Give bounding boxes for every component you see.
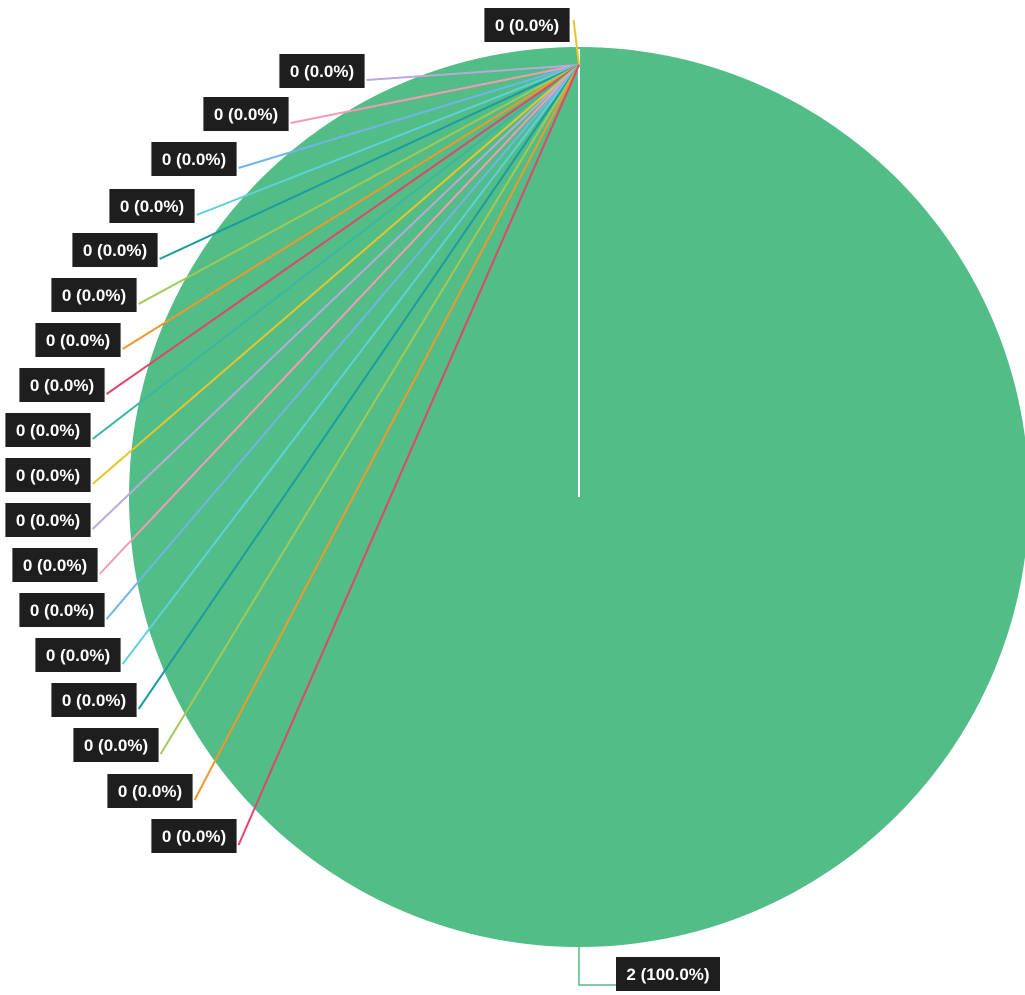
data-label-text: 2 (100.0%) (626, 965, 709, 984)
leader-line (121, 64, 580, 665)
data-label: 0 (0.0%) (51, 278, 137, 312)
data-label: 0 (0.0%) (5, 503, 91, 537)
data-label-text: 0 (0.0%) (162, 827, 226, 846)
leader-lines (91, 19, 616, 986)
data-label-background (616, 957, 720, 991)
data-label-text: 0 (0.0%) (62, 286, 126, 305)
data-label-text: 0 (0.0%) (62, 691, 126, 710)
data-label-background (484, 8, 570, 42)
data-label: 0 (0.0%) (151, 819, 237, 853)
data-label-background (19, 593, 105, 627)
data-label-text: 0 (0.0%) (16, 421, 80, 440)
data-label: 0 (0.0%) (72, 233, 158, 267)
data-label: 0 (0.0%) (107, 774, 193, 808)
data-label: 0 (0.0%) (279, 54, 365, 88)
leader-line (572, 19, 580, 66)
data-label-background (51, 683, 137, 717)
data-label-text: 0 (0.0%) (120, 197, 184, 216)
data-label-text: 0 (0.0%) (118, 782, 182, 801)
data-label-background (151, 142, 237, 176)
data-label-text: 0 (0.0%) (162, 150, 226, 169)
leader-line (105, 64, 580, 620)
leader-line (578, 945, 616, 986)
data-label: 2 (100.0%) (616, 957, 720, 991)
leader-line (159, 64, 580, 260)
data-label-background (19, 368, 105, 402)
data-label-text: 0 (0.0%) (30, 601, 94, 620)
leader-line (137, 64, 580, 710)
data-label-background (72, 233, 158, 267)
data-label: 0 (0.0%) (5, 458, 91, 492)
data-label-background (5, 503, 91, 537)
pie-slices (129, 47, 1025, 947)
leader-line (122, 64, 580, 350)
data-label-background (35, 638, 121, 672)
data-label: 0 (0.0%) (5, 413, 91, 447)
data-label-background (5, 413, 91, 447)
leader-line (290, 64, 580, 124)
data-label-background (12, 548, 98, 582)
data-label-text: 0 (0.0%) (30, 376, 94, 395)
data-label: 0 (0.0%) (35, 323, 121, 357)
data-label-text: 0 (0.0%) (495, 16, 559, 35)
data-label-background (73, 728, 159, 762)
data-label-background (5, 458, 91, 492)
data-label-text: 0 (0.0%) (23, 556, 87, 575)
data-label-text: 0 (0.0%) (84, 736, 148, 755)
data-label: 0 (0.0%) (484, 8, 570, 42)
data-label-text: 0 (0.0%) (46, 646, 110, 665)
leader-line (237, 64, 580, 846)
data-label: 0 (0.0%) (19, 593, 105, 627)
leader-line (91, 64, 580, 440)
data-label-background (203, 97, 289, 131)
data-label-background (107, 774, 193, 808)
leader-line (366, 64, 580, 81)
data-label: 0 (0.0%) (19, 368, 105, 402)
data-label-background (279, 54, 365, 88)
data-labels: 0 (0.0%) 0 (0.0%) 0 (0.0%) 0 (0.0%) 0 (0.0%)… (5, 8, 720, 991)
leader-line (238, 64, 580, 169)
data-label-text: 0 (0.0%) (83, 241, 147, 260)
data-label-text: 0 (0.0%) (16, 466, 80, 485)
data-label: 0 (0.0%) (109, 189, 195, 223)
data-label-text: 0 (0.0%) (290, 62, 354, 81)
data-label-text: 0 (0.0%) (46, 331, 110, 350)
data-label-text: 0 (0.0%) (16, 511, 80, 530)
data-label-text: 0 (0.0%) (214, 105, 278, 124)
data-label: 0 (0.0%) (12, 548, 98, 582)
data-label: 0 (0.0%) (73, 728, 159, 762)
leader-line (106, 64, 580, 395)
leader-line (91, 64, 580, 530)
data-label: 0 (0.0%) (203, 97, 289, 131)
leader-line (98, 64, 580, 575)
data-label-background (35, 323, 121, 357)
leader-line (138, 64, 580, 305)
data-label: 0 (0.0%) (51, 683, 137, 717)
data-label-background (51, 278, 137, 312)
pie-slice[interactable] (129, 47, 1025, 947)
leader-line (196, 64, 580, 216)
data-label-background (151, 819, 237, 853)
leader-line (193, 64, 580, 801)
data-label: 0 (0.0%) (151, 142, 237, 176)
data-label-background (109, 189, 195, 223)
leader-line (91, 64, 580, 485)
leader-line (159, 64, 580, 755)
data-label: 0 (0.0%) (35, 638, 121, 672)
